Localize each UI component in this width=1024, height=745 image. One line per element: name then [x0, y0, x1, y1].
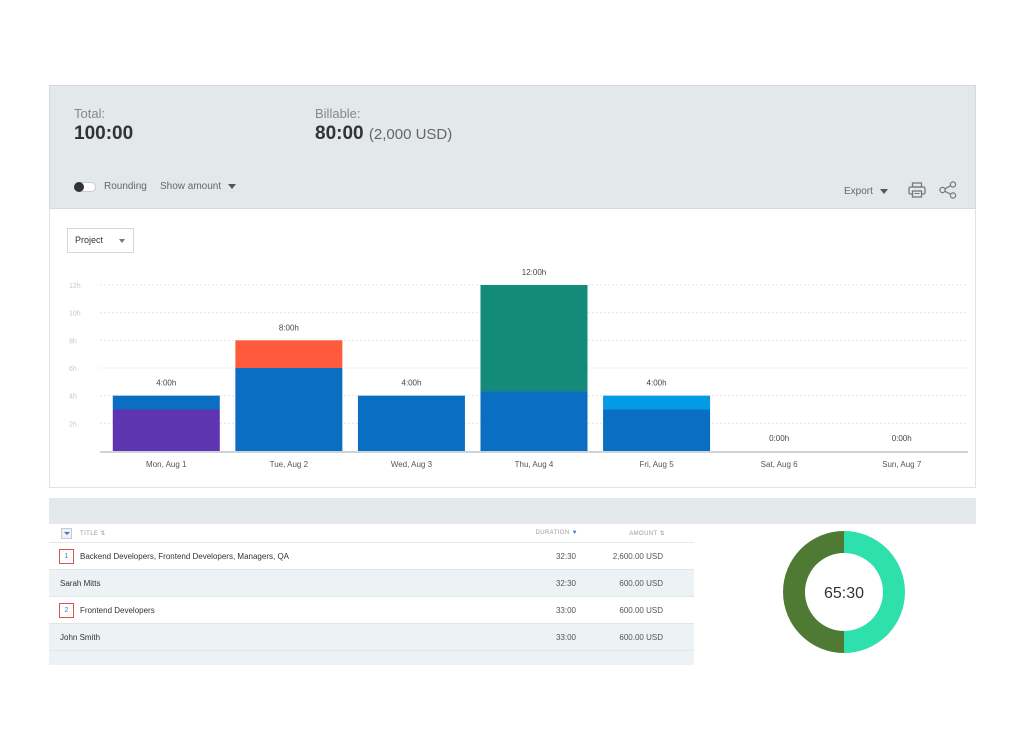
row-number-badge[interactable]: 1 [59, 549, 74, 564]
bar-segment[interactable] [603, 395, 711, 410]
table-footer [49, 651, 694, 665]
row-duration: 32:30 [555, 552, 576, 561]
bar-total-label: 8:00h [279, 323, 299, 332]
table-row[interactable]: 2 Frontend Developers 33:00 600.00 USD [49, 597, 694, 624]
group-by-select[interactable]: Project [67, 228, 134, 253]
total-value: 100:00 [74, 123, 134, 144]
export-label: Export [844, 186, 873, 197]
caret-down-icon [228, 183, 237, 189]
donut-segment[interactable] [844, 531, 905, 653]
bar-segment[interactable] [235, 340, 343, 368]
bar-total-label: 0:00h [892, 434, 912, 443]
row-amount: 600.00 USD [619, 579, 663, 588]
bar-segment[interactable] [235, 368, 343, 451]
y-tick-label: 12h [69, 283, 81, 290]
x-tick-label: Mon, Aug 1 [146, 460, 187, 469]
bar-total-label: 0:00h [769, 434, 789, 443]
row-duration: 33:00 [555, 633, 576, 642]
rounding-label[interactable]: Rounding [104, 181, 147, 192]
row-title: John Smith [60, 633, 101, 642]
x-tick-label: Thu, Aug 4 [515, 460, 554, 469]
header-amount[interactable]: AMOUNT ⇅ [629, 531, 665, 537]
y-tick-label: 2h [69, 421, 77, 428]
y-tick-label: 4h [69, 394, 77, 401]
bar-chart: 2h 4h 6h 8h 10h 12h 4:00h Mon, Aug 1 8:00h Tue, A… [69, 268, 968, 469]
billable-value-line: 80:00 (2,000 USD) [315, 123, 452, 145]
x-tick-label: Fri, Aug 5 [639, 460, 674, 469]
caret-down-icon [119, 239, 125, 243]
row-amount: 600.00 USD [619, 633, 663, 642]
table-row[interactable]: John Smith 33:00 600.00 USD [49, 624, 694, 651]
show-amount-label: Show amount [160, 181, 222, 192]
bar-segment[interactable] [480, 391, 588, 451]
billable-amount: (2,000 USD) [368, 126, 453, 143]
report-table: TITLE ⇅ DURATION ▼ AMOUNT ⇅ 1 Backend Dev… [49, 524, 694, 665]
table-header: TITLE ⇅ DURATION ▼ AMOUNT ⇅ [49, 524, 694, 543]
section-divider [49, 498, 976, 524]
table-body: 1 Backend Developers, Frontend Developers… [49, 543, 694, 651]
billable-stat: Billable: 80:00 (2,000 USD) [315, 106, 452, 145]
row-title: Backend Developers, Frontend Developers,… [80, 552, 289, 561]
x-tick-label: Sat, Aug 6 [761, 460, 798, 469]
row-title: Sarah Mitts [60, 579, 101, 588]
table-row[interactable]: 1 Backend Developers, Frontend Developers… [49, 543, 694, 570]
header-title[interactable]: TITLE ⇅ [80, 531, 106, 537]
donut-segment[interactable] [783, 531, 844, 653]
donut-chart: 65:30 [783, 531, 905, 653]
row-title: Frontend Developers [80, 606, 155, 615]
bar-segment[interactable] [603, 409, 711, 452]
billable-value: 80:00 [315, 123, 364, 144]
bar-total-label: 4:00h [401, 379, 421, 388]
chart-panel: Project 2h 4h 6h 8h 10h 12h 4:00h Mon, Aug 1 8:0… [49, 209, 976, 488]
bar-segment[interactable] [480, 285, 588, 392]
y-tick-label: 10h [69, 311, 81, 318]
export-dropdown[interactable]: Export [844, 186, 888, 197]
bar-total-label: 4:00h [647, 379, 667, 388]
header-duration[interactable]: DURATION ▼ [535, 530, 578, 536]
x-tick-label: Wed, Aug 3 [391, 460, 433, 469]
total-label: Total: [74, 106, 106, 121]
group-by-value: Project [75, 235, 104, 245]
row-amount: 600.00 USD [619, 606, 663, 615]
bar-total-label: 12:00h [522, 268, 546, 277]
bar-segment[interactable] [112, 409, 220, 452]
bar-segment[interactable] [112, 395, 220, 410]
rounding-toggle[interactable] [74, 182, 96, 192]
row-number-badge[interactable]: 2 [59, 603, 74, 618]
summary-panel: Total: 100:00 Billable: 80:00 (2,000 USD… [49, 85, 976, 209]
row-duration: 32:30 [555, 579, 576, 588]
print-icon[interactable] [908, 182, 926, 198]
row-amount: 2,600.00 USD [612, 552, 663, 561]
share-icon[interactable] [939, 181, 957, 199]
billable-label: Billable: [315, 106, 361, 121]
y-tick-label: 6h [69, 366, 77, 373]
donut-center-label: 65:30 [824, 585, 864, 602]
row-duration: 33:00 [555, 606, 576, 615]
bar-segment[interactable] [357, 395, 465, 451]
caret-down-icon [879, 188, 888, 194]
table-row[interactable]: Sarah Mitts 32:30 600.00 USD [49, 570, 694, 597]
total-stat: Total: 100:00 [74, 106, 133, 145]
toggle-knob [74, 182, 84, 192]
y-tick-label: 8h [69, 338, 77, 345]
bar-total-label: 4:00h [156, 379, 176, 388]
x-tick-label: Tue, Aug 2 [270, 460, 309, 469]
select-all-checkbox[interactable] [61, 528, 72, 539]
x-tick-label: Sun, Aug 7 [882, 460, 922, 469]
show-amount-dropdown[interactable]: Show amount [160, 181, 237, 192]
